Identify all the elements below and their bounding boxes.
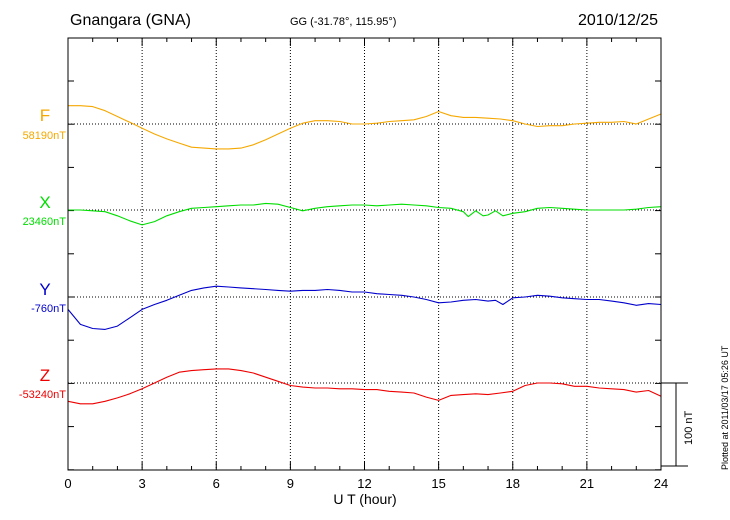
scale-bar [661,382,688,467]
x-tick-label: 24 [654,476,668,491]
x-tick-label: 12 [357,476,371,491]
grid-lines [68,38,661,470]
series-line-y [67,285,662,330]
series-name-z: Z [39,366,51,385]
series-baseline-z: -53240nT [18,389,66,401]
station-title: Gnangara (GNA) [70,12,191,29]
series-baseline-y: -760nT [31,303,66,315]
x-tick-labels: 0 3 6 9 12 15 18 21 24 [64,476,668,491]
series-line-f [68,105,662,150]
x-tick-label: 6 [213,476,220,491]
plot-date: 2010/12/25 [578,12,659,29]
series-baseline-f: 58190nT [22,130,66,142]
scale-bar-label: 100 nT [683,410,695,445]
data-traces [67,105,662,405]
series-line-x [68,202,662,226]
x-tick-label: 9 [287,476,294,491]
series-name-f: F [39,106,51,125]
plot-frame [67,37,662,471]
x-tick-label: 18 [506,476,520,491]
x-tick-label: 0 [64,476,71,491]
series-baseline-x: 23460nT [22,216,66,228]
series-name-y: Y [39,280,51,299]
x-axis-label: U T (hour) [333,491,397,507]
x-tick-label: 15 [431,476,445,491]
series-line-z [67,368,662,405]
series-name-x: X [39,193,51,212]
x-tick-label: 21 [580,476,594,491]
station-coords: GG (-31.78°, 115.95°) [290,16,397,28]
plot-timestamp: Plotted at 2011/03/17 05:26 UT [720,345,730,470]
x-tick-label: 3 [139,476,146,491]
